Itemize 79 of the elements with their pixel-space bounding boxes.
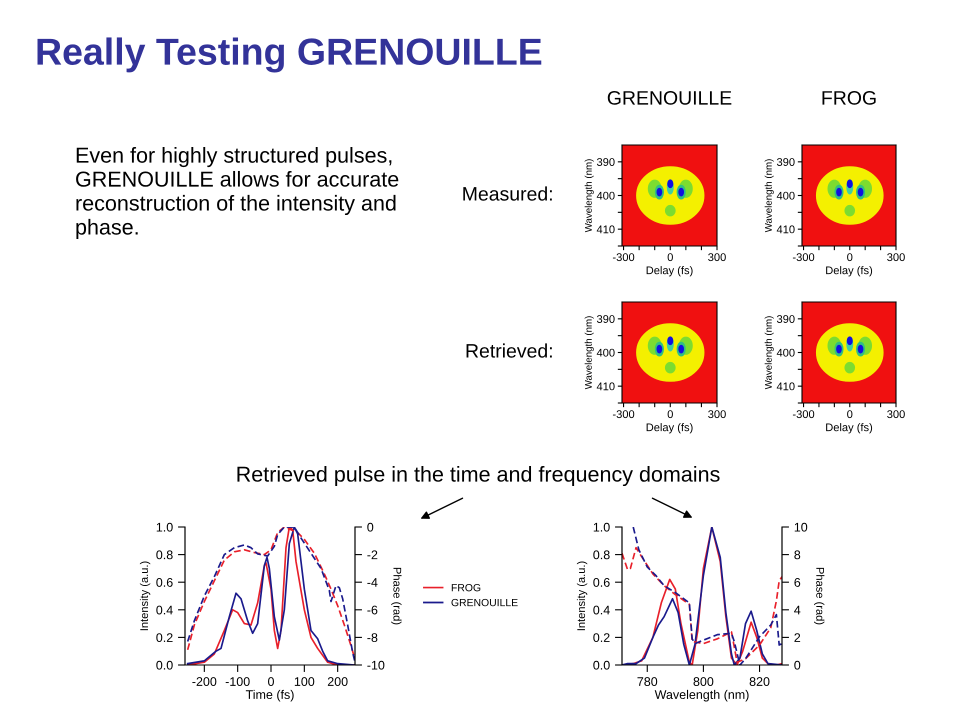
y2-tick-label: 8: [794, 550, 800, 560]
y-tick-label: 410: [596, 382, 615, 390]
y-tick-label: 400: [776, 192, 795, 200]
y2-axis-title: Phase (rad): [814, 568, 824, 624]
x-tick-label: 0: [847, 253, 852, 262]
y2-tick-label: -6: [367, 606, 378, 614]
y-tick-label: 410: [596, 225, 615, 234]
x-tick-label: 300: [887, 410, 905, 418]
y-tick-label: 1.0: [594, 522, 610, 532]
x-tick-label: 0: [668, 253, 673, 262]
y2-axis-title: Phase (rad): [391, 568, 402, 624]
text: Measured:: [463, 186, 552, 201]
y2-tick-label: 4: [794, 606, 800, 614]
y2-tick-label: -2: [367, 550, 378, 560]
y-tick-label: 390: [596, 315, 615, 323]
x-axis-title: Delay (fs): [646, 266, 693, 276]
x-tick-label: -300: [612, 410, 634, 418]
y-axis-title: Wavelength (nm): [764, 159, 774, 232]
y-tick-label: 0.8: [156, 550, 173, 560]
x-axis-title: Wavelength (nm): [654, 690, 749, 702]
x-tick-label: -200: [192, 677, 216, 686]
y-tick-label: 400: [776, 348, 795, 357]
x-tick-label: 300: [708, 253, 726, 262]
y-axis-title: Wavelength (nm): [584, 159, 594, 232]
legend-label: GRENOUILLE: [451, 598, 518, 606]
y-tick-label: 390: [596, 158, 615, 166]
x-axis-title: Delay (fs): [826, 423, 872, 434]
y-tick-label: 0.4: [593, 606, 610, 614]
y2-tick-label: 10: [794, 522, 808, 532]
y-axis-title: Wavelength (nm): [584, 316, 594, 390]
y2-tick-label: 2: [794, 633, 800, 642]
y-axis-title: Intensity (a.u.): [576, 561, 588, 630]
x-tick-label: -100: [226, 677, 250, 686]
y-tick-label: 0.6: [593, 578, 610, 587]
x-tick-label: -300: [792, 410, 814, 418]
y-tick-label: 0.2: [156, 633, 173, 642]
x-axis-title: Time (fs): [246, 690, 294, 702]
y-axis-title: Intensity (a.u.): [140, 561, 150, 630]
y-tick-label: 1.0: [156, 522, 173, 532]
x-tick-label: 100: [294, 677, 314, 686]
text: Really Testing GRENOUILLE: [38, 37, 542, 73]
y-tick-label: 400: [596, 348, 615, 357]
x-tick-label: -300: [612, 253, 634, 262]
x-tick-label: 0: [268, 677, 274, 686]
legend-label: FROG: [452, 584, 480, 592]
text: Retrieved pulse in the time and frequency domains: [237, 466, 720, 486]
y-tick-label: 0.8: [593, 550, 610, 560]
x-tick-label: 800: [694, 677, 714, 686]
text: Even for highly structured pulses, GRENOUILLE allows for accurate reconstruction of the intensity and phase.: [76, 147, 398, 239]
x-tick-label: 300: [887, 253, 905, 262]
y-tick-label: 0.4: [156, 606, 173, 614]
y-tick-label: 0.0: [593, 660, 610, 670]
x-tick-label: 0: [668, 410, 673, 418]
y2-tick-label: -10: [367, 660, 384, 670]
chart-title: FROG: [822, 91, 876, 105]
y-axis-title: Wavelength (nm): [764, 316, 774, 390]
y2-tick-label: 0: [367, 522, 374, 532]
y-tick-label: 390: [776, 158, 795, 166]
x-axis-title: Delay (fs): [646, 423, 693, 434]
x-tick-label: 0: [847, 410, 852, 418]
chart-title: GRENOUILLE: [608, 91, 732, 105]
y-tick-label: 400: [596, 192, 615, 200]
y2-tick-label: -4: [367, 578, 378, 587]
y-tick-label: 0.0: [156, 660, 173, 670]
x-tick-label: -300: [792, 253, 814, 262]
x-tick-label: 820: [750, 677, 770, 686]
y-tick-label: 0.6: [156, 578, 173, 587]
y2-tick-label: 0: [794, 660, 800, 670]
y2-tick-label: -8: [367, 633, 378, 642]
x-tick-label: 200: [328, 677, 348, 686]
x-axis-title: Delay (fs): [826, 266, 872, 276]
y-tick-label: 0.2: [593, 633, 610, 642]
y-tick-label: 410: [776, 225, 795, 234]
x-tick-label: 300: [708, 410, 726, 418]
x-tick-label: 780: [637, 677, 658, 686]
y2-tick-label: 6: [794, 578, 800, 587]
y-tick-label: 410: [776, 382, 795, 390]
text: Retrieved:: [466, 343, 552, 358]
y-tick-label: 390: [776, 315, 795, 323]
